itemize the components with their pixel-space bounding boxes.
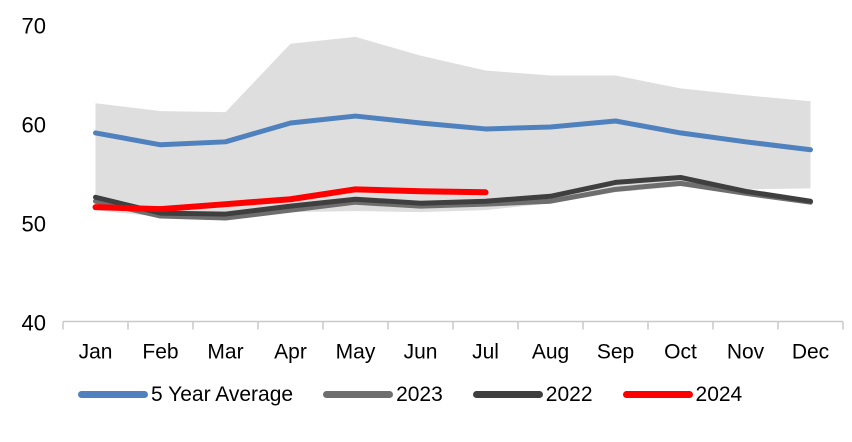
x-axis-month-label: Apr bbox=[274, 341, 307, 364]
x-axis-month-label: Aug bbox=[532, 341, 569, 364]
legend-item-2024: 2024 bbox=[622, 383, 743, 406]
x-axis-month-label: May bbox=[336, 341, 376, 364]
line-2024 bbox=[92, 186, 489, 213]
x-axis-month-label: Jul bbox=[472, 341, 499, 364]
legend-swatch-2022 bbox=[472, 391, 543, 398]
y-axis-tick-label: 40 bbox=[22, 311, 46, 336]
five-year-average-line bbox=[93, 113, 813, 153]
x-axis-month-label: Mar bbox=[207, 341, 243, 364]
y-axis-tick-label: 70 bbox=[22, 14, 46, 39]
legend-label-2023: 2023 bbox=[396, 383, 443, 406]
x-axis-month-label: Sep bbox=[597, 341, 634, 364]
x-axis-month-label: Oct bbox=[664, 341, 697, 364]
x-axis-month-label: Dec bbox=[792, 341, 829, 364]
line-2023 bbox=[93, 180, 813, 221]
legend-label-2022: 2022 bbox=[545, 383, 593, 406]
y-axis-tick-label: 60 bbox=[22, 113, 46, 138]
legend-swatch-2023 bbox=[323, 391, 394, 398]
line-chart: 70 60 50 40 Jan Feb Mar Apr May Jun Jul Aug Sep Oct No… bbox=[22, 14, 844, 364]
x-axis-month-label: Nov bbox=[727, 341, 765, 364]
y-axis-tick-label: 50 bbox=[22, 212, 46, 237]
legend-item-2022: 2022 bbox=[472, 383, 593, 406]
x-axis-month-label: Feb bbox=[142, 341, 178, 364]
line-2022 bbox=[93, 174, 813, 217]
legend-label-2024: 2024 bbox=[695, 383, 743, 406]
x-axis-month-label: Jan bbox=[79, 341, 113, 364]
legend-swatch-5-year-average bbox=[78, 391, 148, 398]
legend-swatch-2024 bbox=[622, 391, 693, 398]
legend-label-5-year-average: 5 Year Average bbox=[151, 383, 294, 406]
x-axis-month-label: Jun bbox=[404, 341, 438, 364]
legend: 5 Year Average 2023 2022 2024 bbox=[78, 384, 742, 405]
legend-item-5-year-average: 5 Year Average bbox=[78, 384, 293, 405]
legend-item-2023: 2023 bbox=[323, 384, 443, 405]
